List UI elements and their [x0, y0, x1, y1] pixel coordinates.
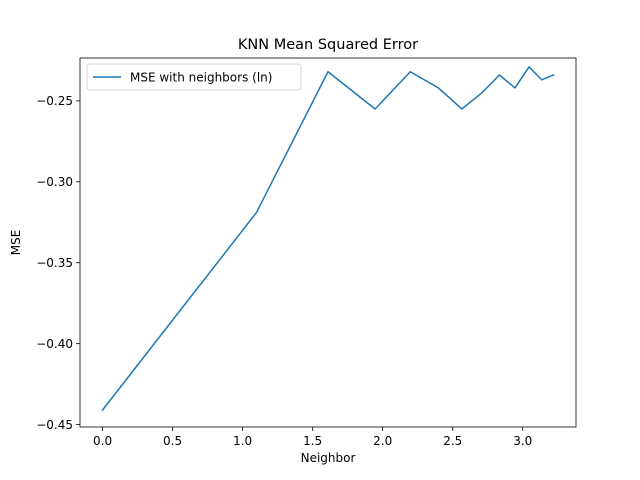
y-tick-label: −0.35 — [36, 256, 73, 270]
y-axis-label: MSE — [9, 230, 23, 256]
axes-frame — [79, 57, 577, 428]
x-tick-label: 3.0 — [513, 434, 532, 448]
x-axis-label: Neighbor — [301, 451, 356, 465]
series-line-0 — [101, 66, 555, 412]
y-tick-label: −0.30 — [36, 175, 73, 189]
x-tick-label: 0.0 — [93, 434, 112, 448]
y-tick-label: −0.25 — [36, 94, 73, 108]
legend: MSE with neighbors (ln) — [86, 63, 302, 91]
y-tick-label: −0.40 — [36, 337, 73, 351]
x-tick-label: 2.0 — [373, 434, 392, 448]
x-tick-label: 1.5 — [303, 434, 322, 448]
x-tick-label: 1.0 — [233, 434, 252, 448]
plot-area: 0.0 0.5 1.0 1.5 2.0 2.5 3.0 −0.45 −0.40 −0.35 −0.3… — [36, 57, 577, 448]
y-tick-label: −0.45 — [36, 418, 73, 432]
x-tick-label: 0.5 — [163, 434, 182, 448]
legend-box — [86, 63, 302, 91]
x-tick-label: 2.5 — [443, 434, 462, 448]
chart-title: KNN Mean Squared Error — [238, 37, 418, 53]
legend-label: MSE with neighbors (ln) — [130, 70, 272, 84]
